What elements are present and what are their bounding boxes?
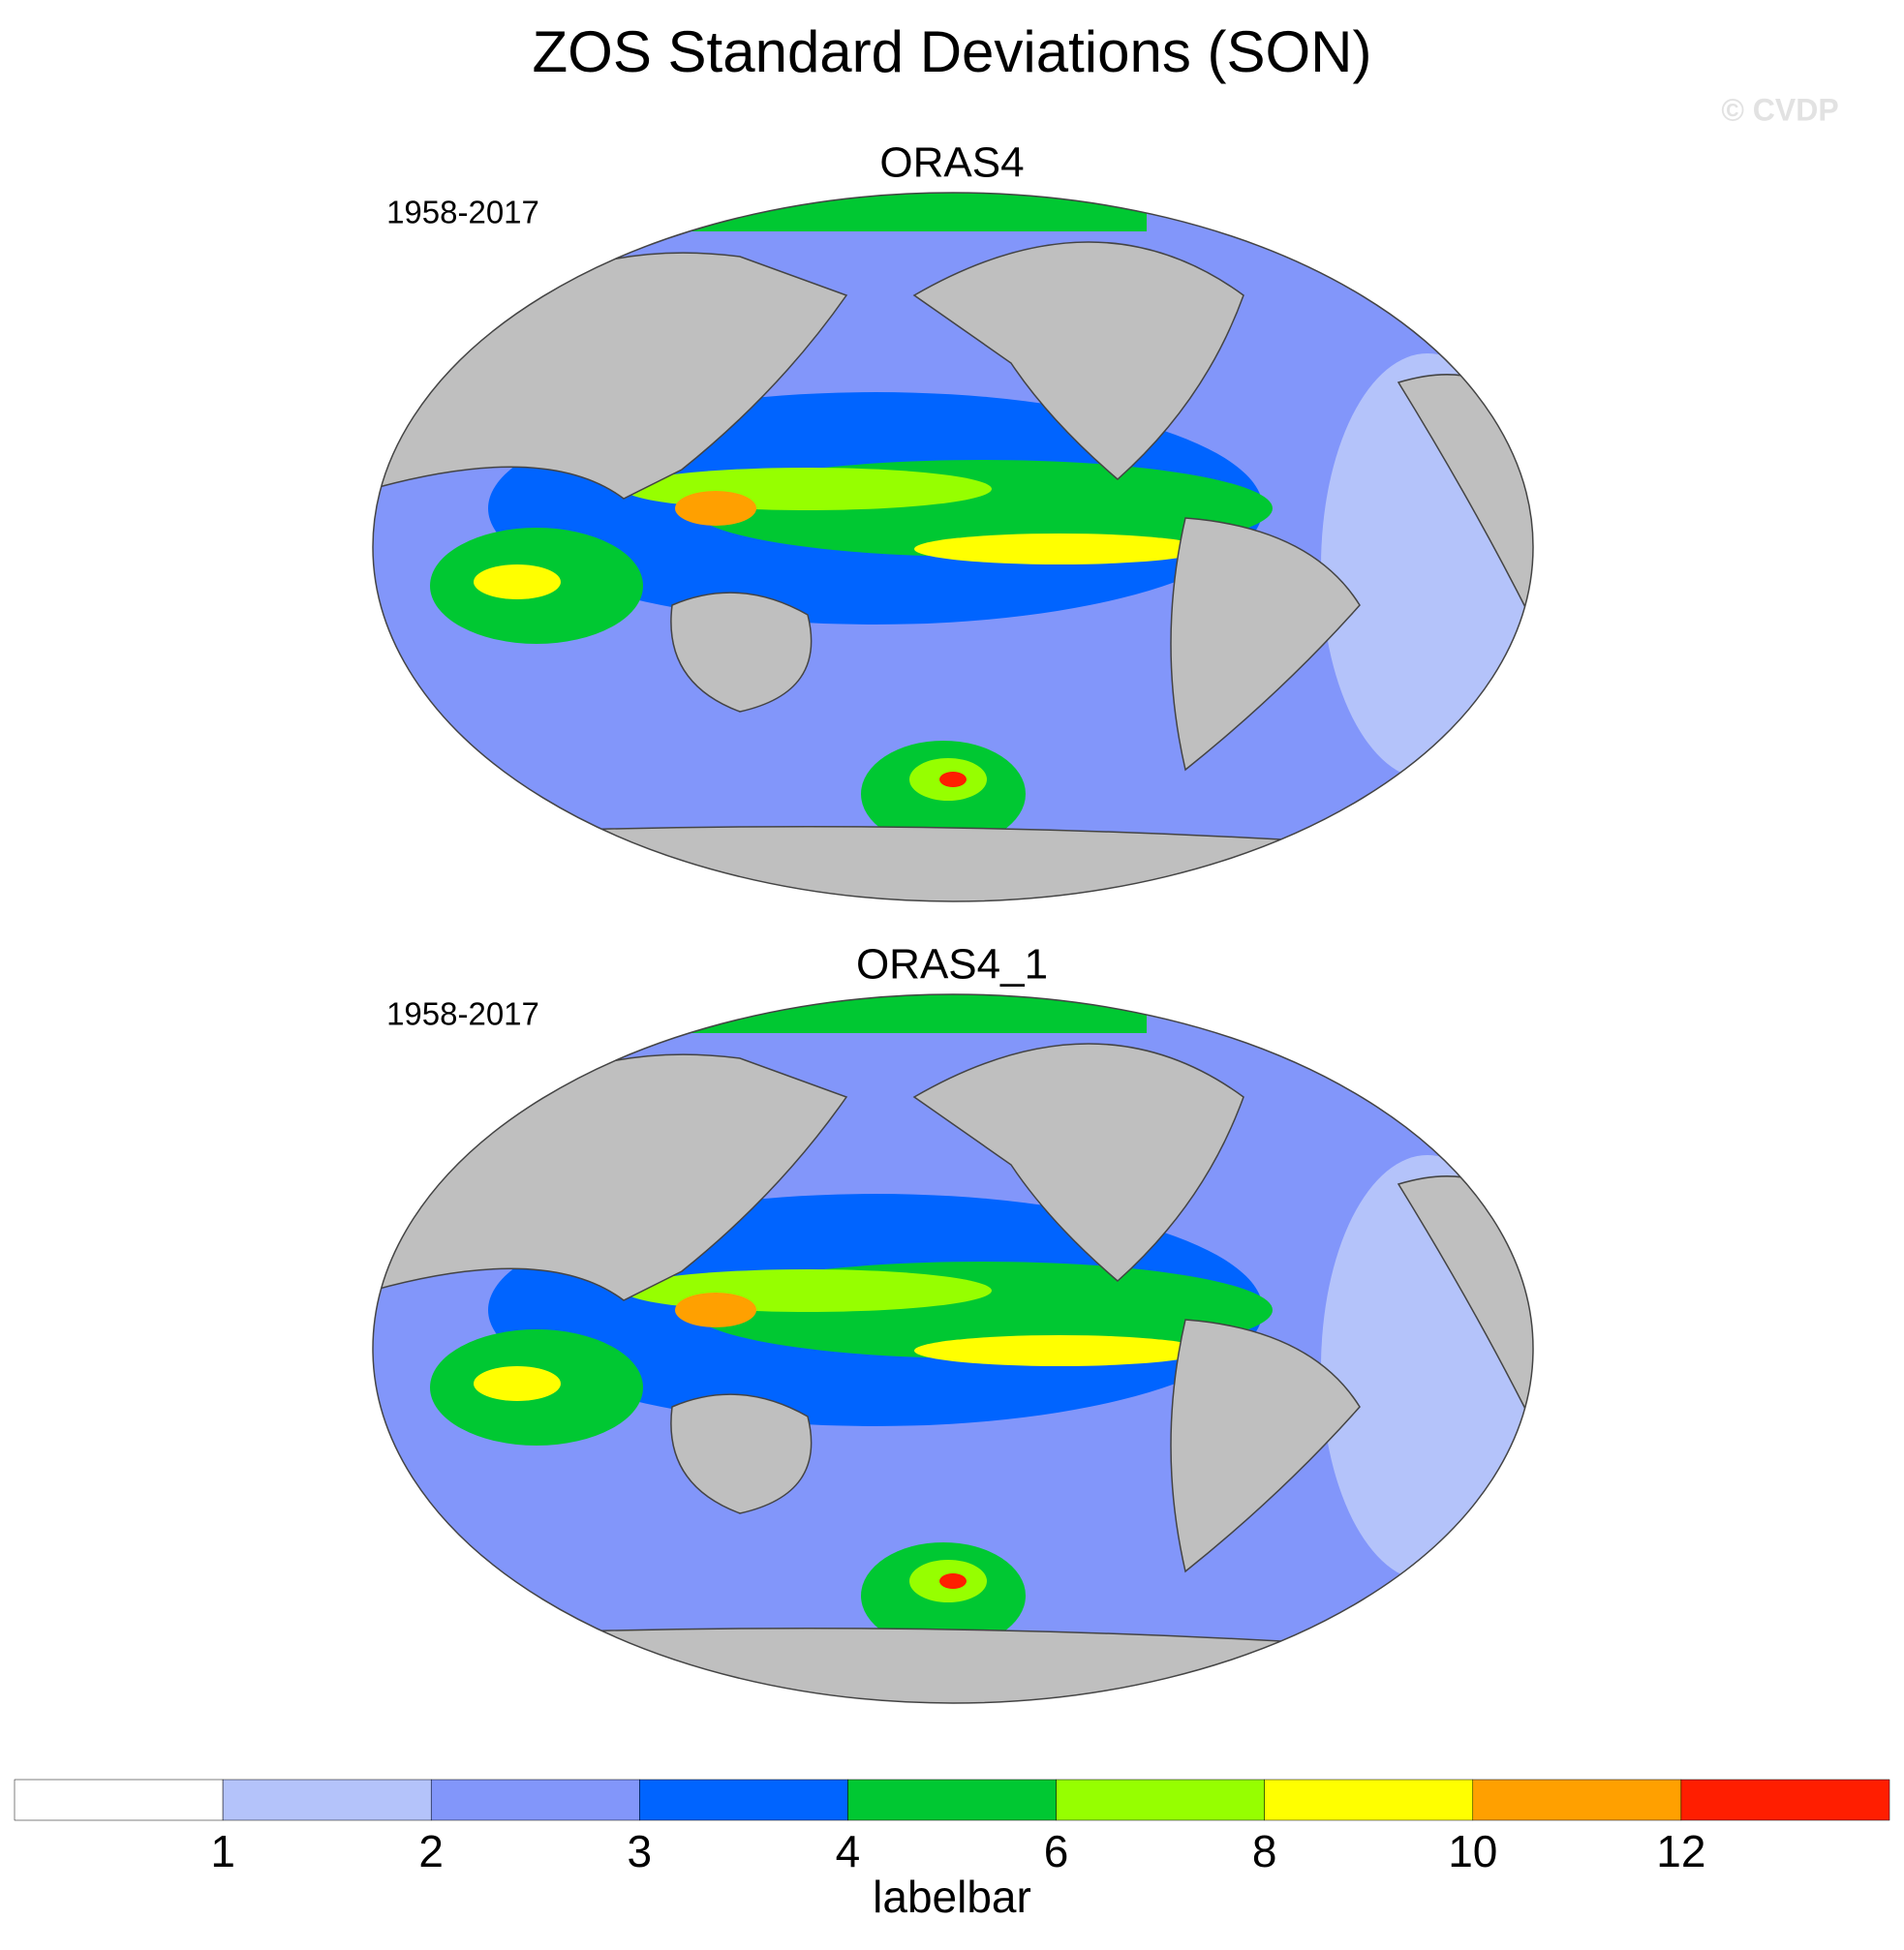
band [939,772,967,787]
labelbar-box [222,1779,432,1821]
band [914,533,1205,564]
land [912,241,1244,480]
band [675,1293,756,1327]
band [474,1366,561,1401]
panel-title: ORAS4 [879,139,1024,187]
land [670,1393,813,1514]
labelbar-tick-label: 2 [418,1826,444,1876]
map [373,994,1533,1703]
labelbar-box [14,1779,224,1821]
labelbar-box [1680,1779,1890,1821]
watermark: © CVDP [1721,92,1838,127]
panel-period: 1958-2017 [386,195,539,230]
land [1170,1319,1361,1573]
labelbar-box [1472,1779,1682,1821]
map [373,193,1533,901]
labelbar-label: labelbar [873,1872,1031,1922]
labelbar-tick-label: 3 [628,1826,653,1876]
land [912,1043,1244,1282]
map-outline [372,993,1534,1704]
land [373,1628,1533,1703]
band [474,564,561,599]
band [939,1573,967,1589]
labelbar-tick-label: 6 [1044,1826,1069,1876]
land [670,592,813,713]
arctic [662,994,1147,1033]
labelbar-tick-label: 12 [1656,1826,1705,1876]
labelbar-box [639,1779,848,1821]
map-outline [372,192,1534,902]
arctic [662,193,1147,231]
labelbar-tick-label: 1 [210,1826,235,1876]
labelbar-box [430,1779,640,1821]
labelbar-tick-label: 4 [836,1826,861,1876]
labelbar-box [1056,1779,1265,1821]
figure-title: ZOS Standard Deviations (SON) [533,19,1372,84]
labelbar-box [847,1779,1057,1821]
land [1170,517,1361,772]
panel-period: 1958-2017 [386,996,539,1032]
band [675,491,756,526]
land [373,826,1533,901]
labelbar-tick-label: 8 [1252,1826,1277,1876]
labelbar-box [1264,1779,1474,1821]
labelbar-tick-label: 10 [1448,1826,1497,1876]
band [914,1335,1205,1366]
panel-title: ORAS4_1 [856,941,1048,989]
